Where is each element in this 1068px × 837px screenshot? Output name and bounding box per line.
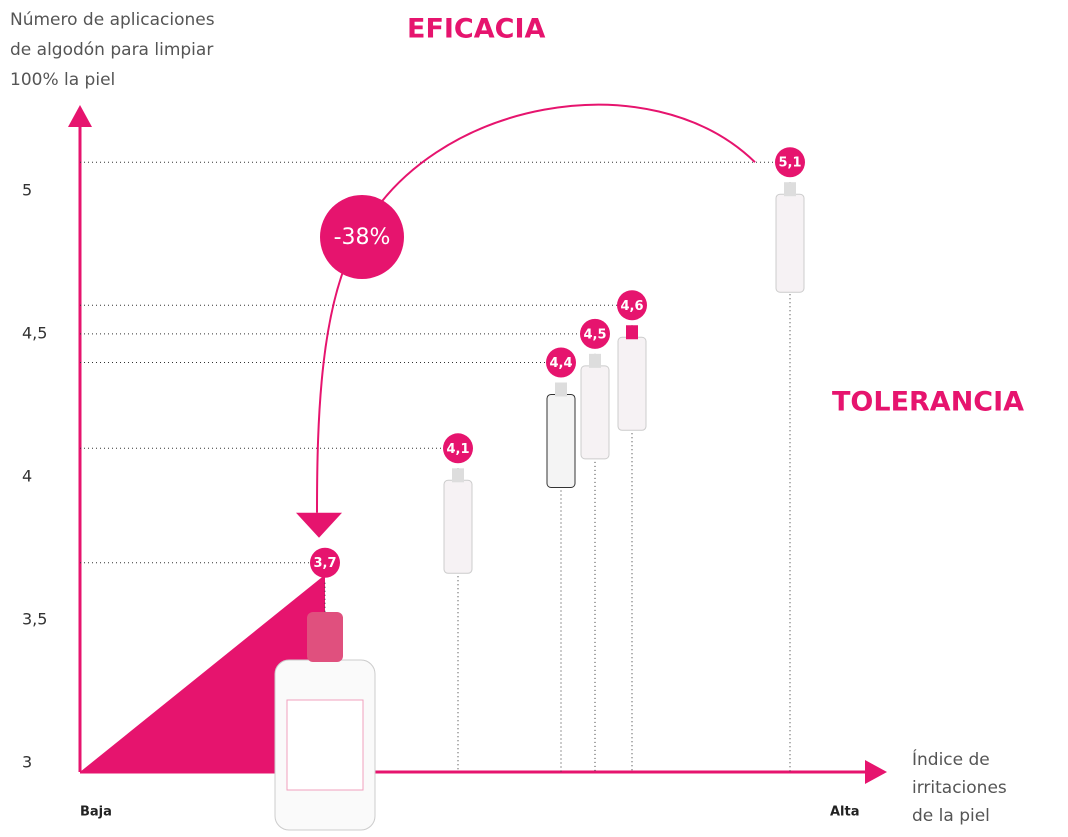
y-tick-label: 4,5 [22, 323, 47, 342]
highlight-triangle [80, 574, 325, 772]
y-tick-label: 5 [22, 180, 32, 199]
value-label: 5,1 [778, 156, 801, 171]
bottle-cap [307, 612, 343, 662]
x-start-label: Baja [80, 805, 112, 820]
x-end-label: Alta [830, 805, 860, 820]
x-axis-label: de la piel [912, 806, 990, 826]
value-marker [546, 347, 576, 378]
bottle-cap [555, 382, 567, 397]
value-marker [443, 433, 473, 464]
value-marker [310, 547, 340, 578]
x-axis-label: irritaciones [912, 778, 1007, 798]
y-axis-arrow [68, 105, 92, 127]
value-marker [775, 147, 805, 178]
reduction-arrowhead [296, 512, 342, 538]
annotation: TOLERANCIA [832, 387, 1024, 418]
bottle-cap [784, 182, 796, 197]
y-axis-label: Número de aplicaciones [10, 10, 215, 30]
bottle [580, 365, 610, 460]
y-axis-label: de algodón para limpiar [10, 40, 213, 60]
value-marker [617, 290, 647, 321]
bottle [443, 479, 473, 574]
value-label: 4,6 [620, 299, 643, 314]
x-axis-arrow [865, 760, 887, 784]
reduction-arc [316, 103, 756, 513]
y-tick-label: 3 [22, 753, 32, 772]
value-label: 4,4 [549, 356, 572, 371]
bottle [775, 193, 805, 293]
y-axis-label: 100% la piel [10, 70, 115, 90]
value-label: 4,5 [583, 327, 606, 342]
value-label: 4,1 [446, 442, 469, 457]
y-tick-label: 4 [22, 466, 32, 485]
value-marker [580, 318, 610, 349]
bottle-cap [452, 468, 464, 483]
bottle [617, 336, 647, 431]
bottle-cap [626, 325, 638, 340]
value-label: 3,7 [313, 556, 336, 571]
bottle-label [286, 699, 364, 791]
bottle [546, 393, 576, 488]
annotation: -38% [334, 225, 391, 250]
x-axis-label: Índice de [912, 748, 990, 770]
y-tick-label: 3,5 [22, 609, 47, 628]
bottle-cap [589, 353, 601, 368]
chart-title: EFICACIA [407, 14, 546, 45]
reduction-badge [320, 195, 404, 279]
